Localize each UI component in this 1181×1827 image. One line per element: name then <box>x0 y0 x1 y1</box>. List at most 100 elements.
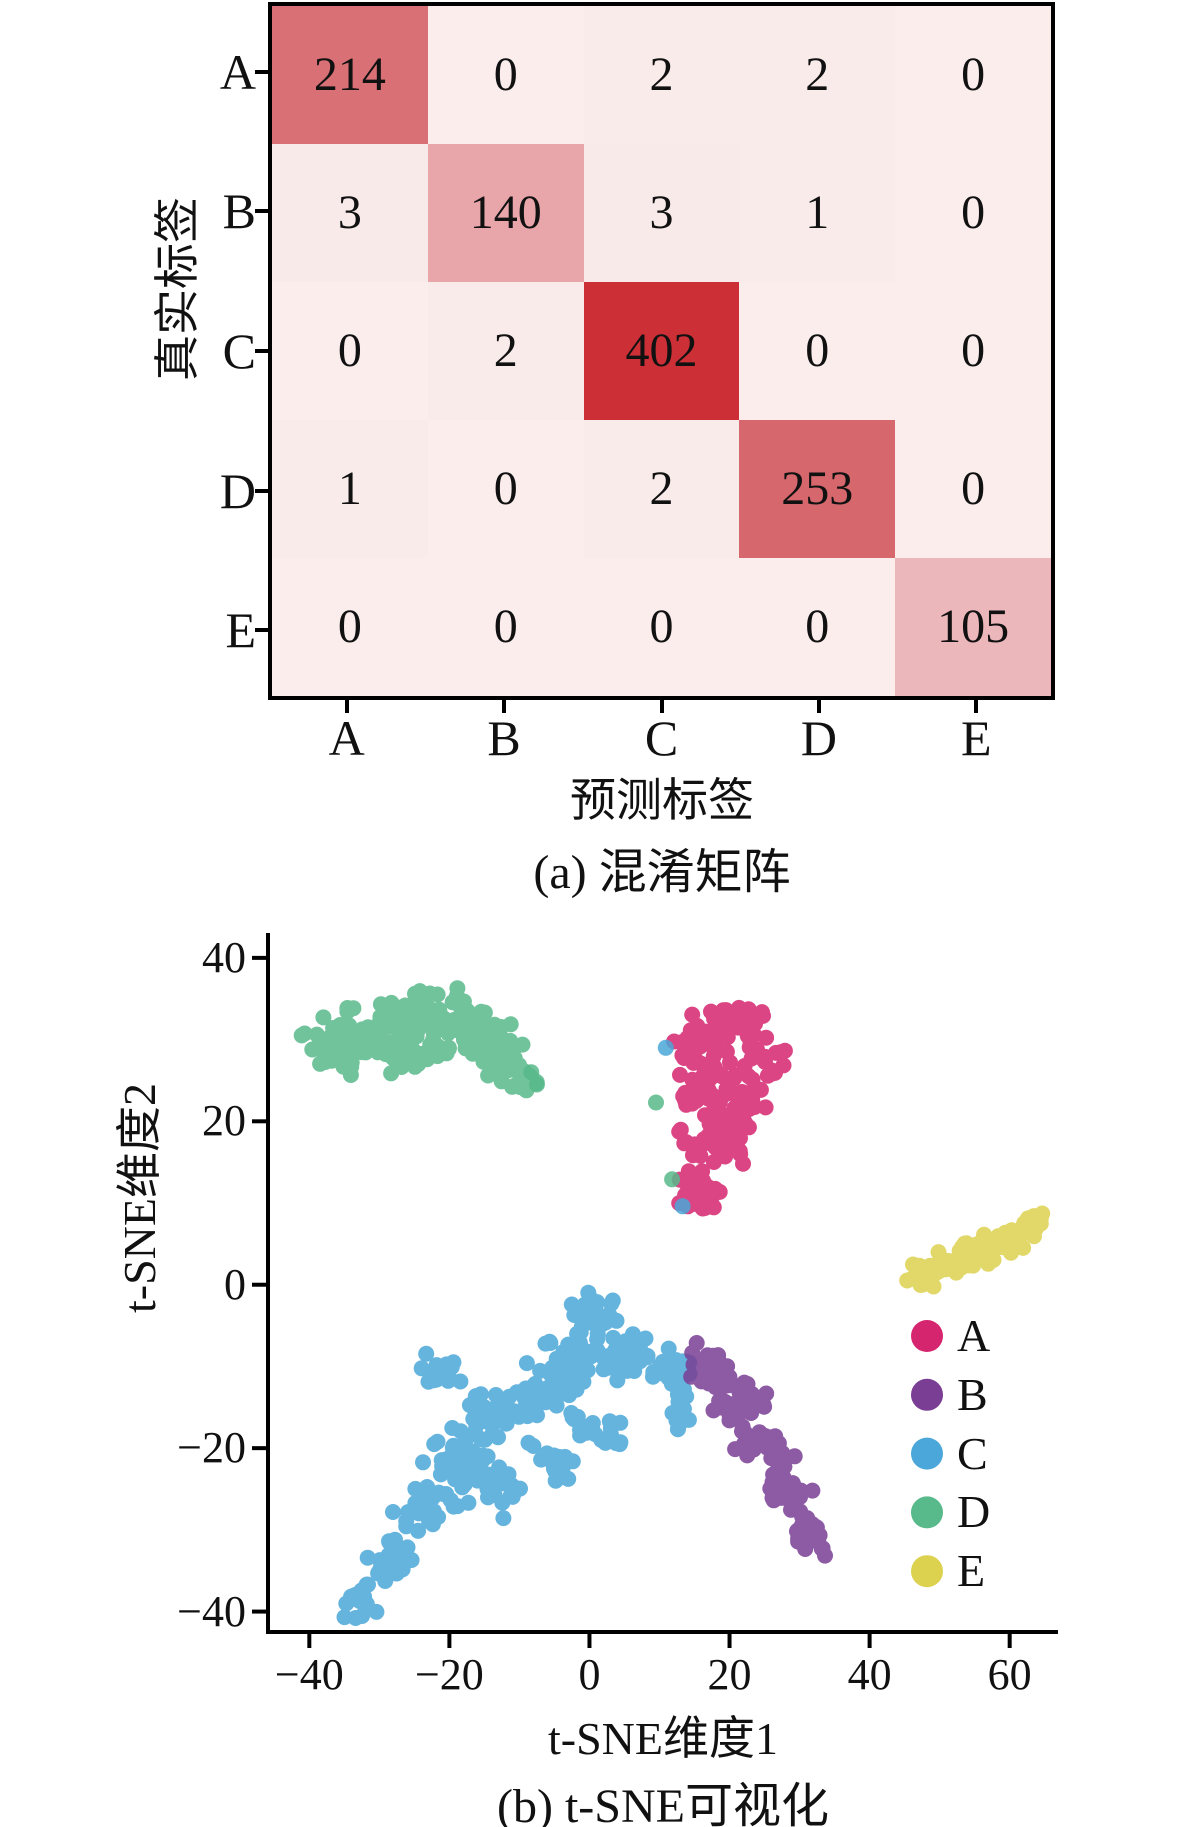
x-tick-label: 20 <box>707 1650 752 1699</box>
matrix-col-tick <box>974 700 979 713</box>
scatter-point <box>356 1588 373 1605</box>
scatter-point <box>357 1044 374 1061</box>
scatter-point <box>396 1054 413 1071</box>
matrix-row-label-C: C <box>222 323 256 379</box>
scatter-point <box>426 1035 443 1052</box>
scatter-point <box>565 1358 582 1375</box>
scatter-point <box>731 999 747 1016</box>
matrix-cell-CC: 402 <box>583 282 740 420</box>
scatter-point <box>765 1466 782 1483</box>
scatter-point <box>603 1295 620 1312</box>
scatter-point <box>423 1363 440 1380</box>
scatter-point <box>689 1017 706 1034</box>
scatter-point <box>457 1040 474 1057</box>
scatter-point <box>426 1436 443 1453</box>
scatter-point <box>445 1354 462 1371</box>
matrix-cell-DB: 0 <box>427 420 584 558</box>
stray-points <box>523 1039 691 1215</box>
scatter-point <box>672 1396 689 1412</box>
scatter-point <box>495 1510 512 1527</box>
scatter-point <box>665 1358 682 1374</box>
scatter-point <box>794 1508 811 1525</box>
scatter-point <box>694 1068 711 1085</box>
stray-point-C <box>674 1198 691 1215</box>
scatter-point <box>608 1312 625 1329</box>
matrix-cell-BE: 0 <box>895 144 1051 282</box>
scatter-point <box>764 1489 781 1506</box>
legend-label-A: A <box>957 1310 991 1361</box>
legend-marker-A <box>911 1320 943 1352</box>
scatter-point <box>652 1361 669 1378</box>
scatter-point <box>529 1407 545 1424</box>
scatter-point <box>525 1438 542 1454</box>
scatter-point <box>676 1135 693 1152</box>
scatter-point <box>502 1016 519 1033</box>
scatter-point <box>455 1016 472 1033</box>
scatter-point <box>764 1065 781 1082</box>
x-tick-label: 0 <box>578 1650 601 1699</box>
scatter-point <box>673 1034 690 1051</box>
scatter-point <box>711 1183 728 1200</box>
scatter-point <box>705 1199 722 1216</box>
scatter-point <box>319 1031 336 1048</box>
matrix-cell-DE: 0 <box>895 420 1051 558</box>
scatter-point <box>716 1131 733 1148</box>
legend-marker-C <box>911 1437 943 1470</box>
matrix-cell-BB: 140 <box>427 144 584 282</box>
scatter-point <box>381 1534 398 1551</box>
x-tick-label: −40 <box>274 1650 344 1699</box>
scatter-point <box>716 1026 733 1043</box>
matrix-cell-EB: 0 <box>427 558 584 696</box>
scatter-point <box>336 1609 353 1626</box>
scatter-point <box>718 1081 735 1098</box>
matrix-row-tick <box>255 488 268 493</box>
scatter-point <box>989 1232 1006 1249</box>
matrix-cell-DC: 2 <box>583 420 740 558</box>
matrix-row-label-A: A <box>219 43 256 100</box>
y-tick-label: 20 <box>202 1096 246 1146</box>
matrix-col-label-D: D <box>800 710 837 766</box>
matrix-row-tick <box>255 628 268 633</box>
scatter-point <box>697 1357 714 1374</box>
scatter-point <box>332 1017 349 1033</box>
scatter-point <box>609 1372 626 1389</box>
x-tick-label: 60 <box>987 1650 1032 1699</box>
scatter-point <box>510 1408 527 1425</box>
stray-point-D <box>648 1094 664 1111</box>
stray-point-D <box>664 1171 681 1188</box>
scatter-point <box>672 1121 689 1138</box>
scatter-point <box>402 1041 419 1058</box>
scatter-point <box>487 1064 504 1081</box>
scatter-point <box>714 1067 730 1084</box>
matrix-row-tick <box>255 209 268 214</box>
scatter-point <box>912 1277 929 1293</box>
scatter-point <box>490 1429 506 1446</box>
scatter-point <box>735 1155 751 1172</box>
scatter-point <box>408 994 425 1010</box>
scatter-point <box>758 1029 775 1046</box>
scatter-point <box>566 1378 583 1395</box>
scatter-point <box>548 1350 565 1367</box>
scatter-point <box>674 1047 691 1064</box>
matrix-row-label-B: B <box>222 183 256 240</box>
matrix-col-tick <box>816 700 821 713</box>
scatter-point <box>789 1522 806 1539</box>
scatter-point <box>382 1010 399 1027</box>
scatter-point <box>1012 1238 1029 1255</box>
legend-label-B: B <box>957 1368 988 1420</box>
cluster-D-points <box>293 980 545 1099</box>
matrix-cell-CD: 0 <box>739 282 896 420</box>
scatter-point <box>383 994 400 1011</box>
cluster-E-points <box>899 1205 1051 1295</box>
scatter-point <box>685 1147 701 1164</box>
scatter-point <box>476 1465 493 1482</box>
scatter-point <box>440 1025 457 1042</box>
scatter-point <box>398 1518 415 1535</box>
scatter-point <box>804 1482 821 1499</box>
scatter-point <box>718 1043 735 1060</box>
scatter-point <box>379 1037 396 1054</box>
scatter-point <box>813 1540 830 1557</box>
confusion-matrix-box: 214 0 2 2 0 3 140 3 1 0 0 2 402 0 0 1 0 2 253 0 0 0 0 0 105 <box>268 2 1055 700</box>
scatter-point <box>385 1504 401 1520</box>
scatter-point <box>583 1422 600 1439</box>
